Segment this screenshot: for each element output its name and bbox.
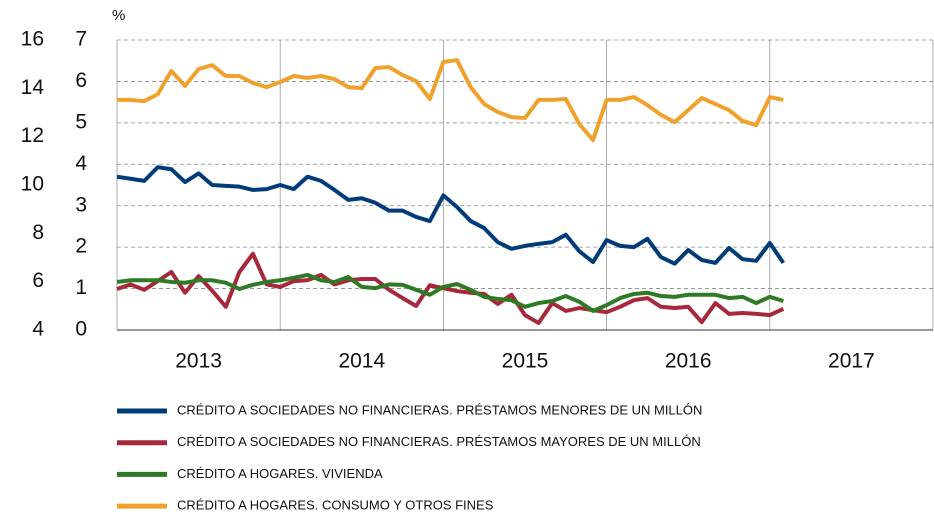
y2-tick-label: 12 [21, 124, 44, 147]
x-tick-label: 2017 [828, 350, 875, 373]
x-tick-label: 2014 [338, 350, 385, 373]
legend-label: CRÉDITO A HOGARES. VIVIENDA [177, 466, 383, 481]
series-line [116, 165, 785, 266]
legend-label: CRÉDITO A SOCIEDADES NO FINANCIERAS. PRÉ… [177, 434, 701, 449]
y-tick-label: 4 [75, 152, 87, 175]
y-tick-label: 2 [75, 235, 87, 258]
y2-tick-label: 16 [21, 28, 44, 51]
y2-tick-label: 6 [32, 269, 44, 292]
y-tick-label: 1 [75, 276, 87, 299]
x-tick-label: 2013 [175, 350, 222, 373]
y-tick-label: 0 [75, 318, 87, 341]
x-tick-label: 2016 [665, 350, 712, 373]
x-tick-label: 2015 [502, 350, 549, 373]
y2-tick-label: 14 [21, 76, 45, 99]
y2-tick-label: 10 [21, 173, 44, 196]
y2-tick-label: 8 [32, 221, 44, 244]
legend-label: CRÉDITO A HOGARES. CONSUMO Y OTROS FINES [177, 498, 494, 513]
series-line [116, 251, 785, 325]
y-tick-label: 7 [75, 28, 87, 51]
y-axis-unit: % [112, 7, 125, 24]
legend-label: CRÉDITO A SOCIEDADES NO FINANCIERAS. PRÉ… [177, 402, 702, 417]
y2-tick-label: 4 [32, 318, 44, 341]
y-tick-label: 3 [75, 193, 87, 216]
series-line [117, 58, 784, 143]
y-tick-label: 5 [75, 110, 87, 133]
y-tick-label: 6 [75, 69, 87, 92]
series-line [116, 272, 784, 313]
